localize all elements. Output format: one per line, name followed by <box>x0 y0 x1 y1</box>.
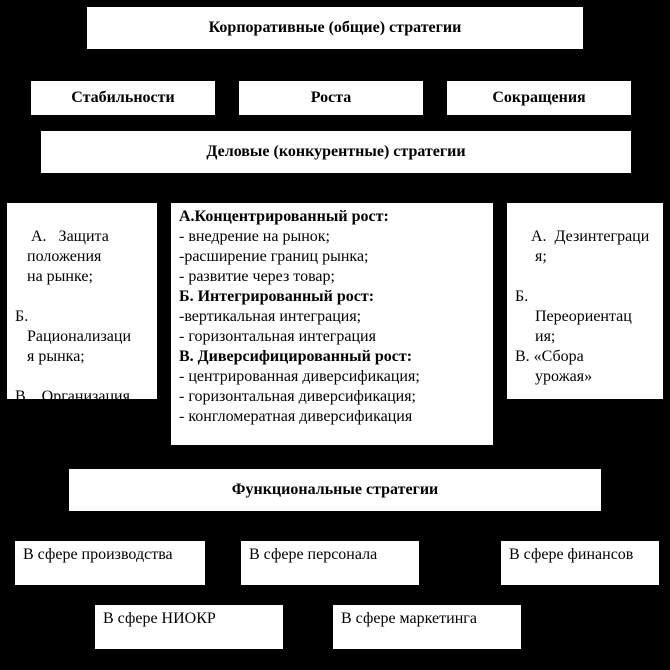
strategy-diagram: Корпоративные (общие) стратегии Стабильн… <box>0 0 670 670</box>
growth-label: Роста <box>311 88 352 108</box>
business-strategies-title: Деловые (конкурентные) стратегии <box>40 130 632 174</box>
functional-production-label: В сфере производства <box>23 546 173 563</box>
growth-b-title: Б. Интегрированный рост: <box>179 287 485 307</box>
corporate-strategies-label: Корпоративные (общие) стратегии <box>209 18 462 38</box>
business-strategies-label: Деловые (конкурентные) стратегии <box>206 142 465 162</box>
functional-finance-label: В сфере финансов <box>509 546 633 563</box>
stability-label: Стабильности <box>71 88 174 108</box>
functional-production-box: В сфере производства <box>14 540 206 586</box>
functional-marketing-label: В сфере маркетинга <box>341 610 477 627</box>
reduction-details-text: А. Дезинтеграци я; Б. Переориентац ия; В… <box>515 228 649 400</box>
functional-strategies-label: Функциональные стратегии <box>232 480 439 500</box>
stability-details: А. Защита положения на рынке; Б. Рациона… <box>6 202 158 400</box>
stability-box: Стабильности <box>30 80 216 116</box>
functional-rnd-label: В сфере НИОКР <box>103 610 216 627</box>
functional-rnd-box: В сфере НИОКР <box>94 604 284 650</box>
growth-c-title: В. Диверсифицированный рост: <box>179 347 485 367</box>
reduction-details: А. Дезинтеграци я; Б. Переориентац ия; В… <box>506 202 664 400</box>
stability-details-text: А. Защита положения на рынке; Б. Рациона… <box>15 228 131 400</box>
growth-a-title: А.Концентрированный рост: <box>179 207 485 227</box>
functional-personnel-box: В сфере персонала <box>240 540 420 586</box>
growth-details: А.Концентрированный рост: - внедрение на… <box>170 202 494 446</box>
reduction-box: Сокращения <box>446 80 632 116</box>
reduction-label: Сокращения <box>492 88 585 108</box>
functional-marketing-box: В сфере маркетинга <box>332 604 522 650</box>
functional-personnel-label: В сфере персонала <box>249 546 377 563</box>
growth-box: Роста <box>238 80 424 116</box>
corporate-strategies-title: Корпоративные (общие) стратегии <box>86 6 584 50</box>
functional-finance-box: В сфере финансов <box>500 540 660 586</box>
growth-a-items: - внедрение на рынок; -расширение границ… <box>179 227 485 287</box>
growth-b-items: -вертикальная интеграция; - горизонтальн… <box>179 307 485 347</box>
functional-strategies-title: Функциональные стратегии <box>68 468 602 512</box>
growth-c-items: - центрированная диверсификация; - гориз… <box>179 367 485 427</box>
